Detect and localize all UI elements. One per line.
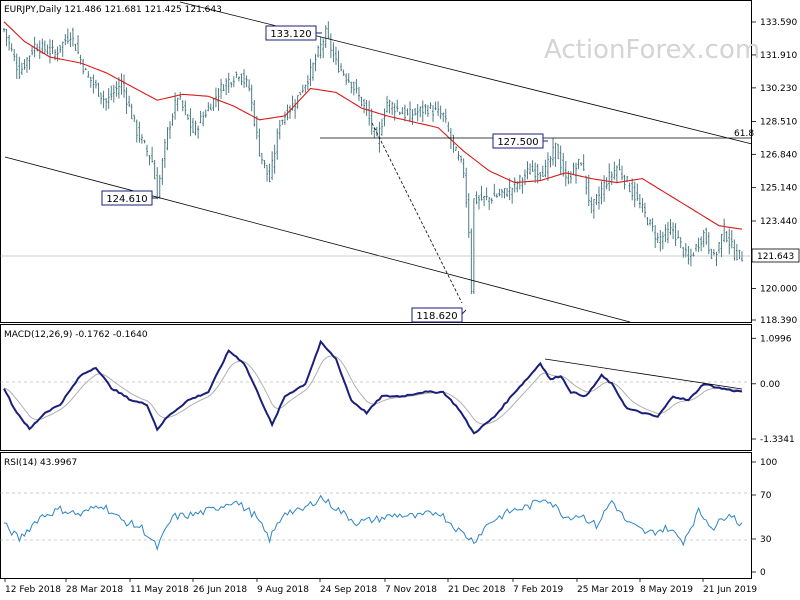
date-tick-label: 28 Mar 2018: [66, 585, 123, 595]
rsi-tick-label: 70: [760, 491, 772, 501]
date-tick-label: 7 Feb 2019: [513, 585, 564, 595]
macd-line: [3, 339, 743, 435]
date-tick-label: 8 May 2019: [640, 585, 693, 595]
price-tick-label: 125.140: [760, 184, 797, 194]
macd-signal-line: [3, 355, 743, 425]
rsi-panel-frame: [0, 452, 752, 579]
channel-upper-line: [179, 1, 753, 145]
date-tick-label: 11 May 2018: [130, 585, 189, 595]
price-header: EURJPY,Daily 121.486 121.681 121.425 121…: [4, 5, 222, 15]
date-tick-label: 12 Feb 2018: [5, 585, 61, 595]
price-tick-label: 118.390: [760, 316, 797, 326]
price-tick-label: 126.840: [760, 150, 797, 160]
annotation-label: 127.500: [497, 137, 538, 148]
price-tick-label: 133.590: [760, 18, 797, 28]
date-axis: 12 Feb 2018 28 Mar 2018 11 May 2018 26 Jun …: [4, 578, 757, 595]
macd-panel-frame: [0, 324, 752, 451]
price-tick-label: 120.000: [760, 284, 797, 294]
fib-label: 61.8: [734, 129, 754, 139]
annotation-label: 118.620: [416, 311, 457, 322]
macd-header: MACD(12,26,9) -0.1762 -0.1640: [4, 330, 148, 340]
rsi-line: [3, 494, 743, 552]
dashed-projection-line: [371, 122, 463, 304]
macd-tick-label: -1.3341: [760, 435, 795, 445]
rsi-tick-label: 0: [760, 568, 766, 578]
annotation-133-120: 133.120: [265, 25, 322, 41]
annotation-127-500: 127.500: [492, 133, 548, 149]
annotation-124-610: 124.610: [101, 190, 157, 206]
moving-average-layer: [3, 21, 743, 230]
annotation-label: 133.120: [270, 29, 311, 40]
price-tick-label: 130.230: [760, 84, 797, 94]
rsi-tick-label: 30: [760, 535, 772, 545]
annotation-118-620: 118.620: [411, 307, 467, 323]
price-tick-label: 128.510: [760, 118, 797, 128]
price-panel-frame: [0, 0, 752, 323]
rsi-layer: [3, 494, 743, 552]
watermark: ActionForex.com: [544, 35, 760, 65]
date-tick-label: 26 Jun 2018: [193, 585, 247, 595]
date-tick-label: 9 Aug 2018: [257, 585, 309, 595]
current-price-tag: 121.643: [751, 248, 800, 263]
annotation-label: 124.610: [106, 194, 147, 205]
moving-average-line: [3, 21, 743, 230]
price-tick-label: 131.910: [760, 51, 797, 61]
rsi-axis: 100 70 30 0: [752, 458, 777, 578]
date-tick-label: 21 Dec 2018: [448, 585, 506, 595]
candlestick-series: [3, 21, 743, 295]
rsi-header: RSI(14) 43.9967: [4, 458, 77, 468]
macd-layer: [3, 339, 743, 435]
channel-lower-line: [4, 156, 631, 323]
macd-tick-label: 1.0996: [760, 334, 792, 344]
date-tick-label: 21 Jun 2019: [703, 585, 757, 595]
price-tick-label: 123.440: [760, 217, 797, 227]
macd-axis: 1.0996 0.00 -1.3341: [752, 334, 795, 445]
rsi-tick-label: 100: [760, 458, 777, 468]
current-price-label: 121.643: [757, 252, 794, 262]
macd-tick-label: 0.00: [760, 380, 780, 390]
macd-trendline: [544, 358, 743, 390]
date-tick-label: 25 Mar 2019: [577, 585, 634, 595]
date-tick-label: 7 Nov 2018: [385, 585, 437, 595]
price-axis: 133.590 131.910 130.230 128.510 126.840 125.1…: [752, 18, 797, 326]
date-tick-label: 24 Sep 2018: [320, 585, 377, 595]
